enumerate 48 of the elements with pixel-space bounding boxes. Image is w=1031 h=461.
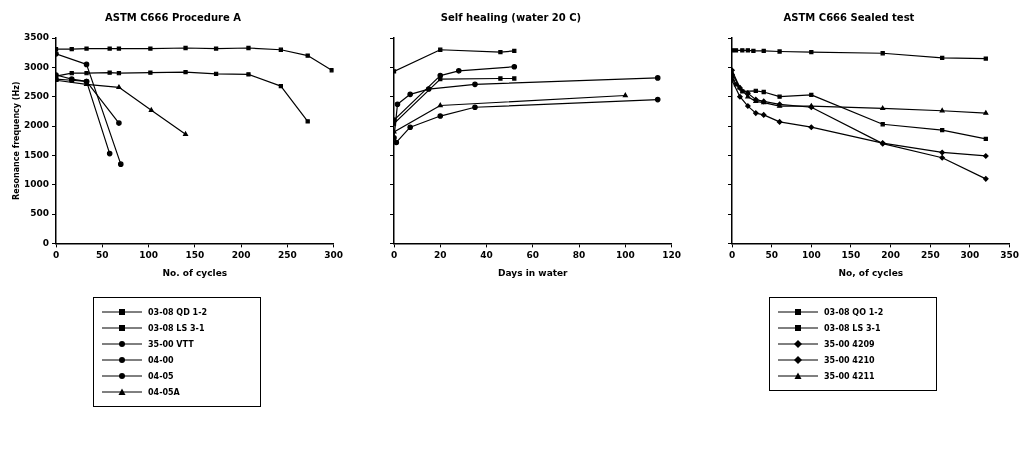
x-tick-label: 100	[801, 250, 821, 261]
x-tick-label: 60	[526, 250, 540, 261]
legend-label: 03-08 QD 1-2	[148, 307, 208, 317]
y-tick-label: 3000	[23, 61, 49, 72]
x-tick-label: 100	[615, 250, 635, 261]
x-tick-label: 250	[277, 250, 297, 261]
legend-label: 04-00	[148, 355, 174, 365]
x-tick-label: 350	[1000, 250, 1020, 261]
x-tick-label: 50	[96, 250, 109, 261]
legend-label: 35-00 VTT	[148, 339, 194, 349]
x-axis-title: Days in water	[498, 267, 569, 278]
x-tick-label: 100	[139, 250, 158, 261]
x-tick-label: 20	[434, 250, 447, 261]
x-tick-label: 200	[231, 250, 251, 261]
legend-label: 03-08 QO 1-2	[824, 307, 884, 317]
y-tick-label: 500	[30, 208, 49, 219]
legend-label: 35-00 4209	[824, 339, 875, 349]
x-tick-label: 300	[324, 250, 344, 261]
x-axis-title: No, of cycles	[838, 267, 904, 278]
legend-label: 03-08 LS 3-1	[148, 323, 205, 333]
x-tick-label: 0	[52, 250, 60, 261]
y-tick-label: 2500	[23, 91, 49, 102]
x-tick-label: 0	[390, 250, 398, 261]
y-tick-label: 2000	[23, 120, 49, 131]
x-axis-title: No. of cycles	[162, 267, 228, 278]
y-tick-label: 1500	[23, 149, 49, 160]
x-tick-label: 150	[841, 250, 861, 261]
chart-title: ASTM C666 Sealed test	[783, 11, 915, 23]
legend-label: 35-00 4211	[824, 371, 875, 381]
legend-label: 35-00 4210	[824, 355, 875, 365]
x-tick-label: 120	[662, 250, 682, 261]
y-tick-label: 1000	[23, 179, 49, 190]
y-axis-title: Resonance frequency (Hz)	[11, 81, 21, 200]
legend-label: 03-08 LS 3-1	[824, 323, 881, 333]
x-tick-label: 300	[960, 250, 980, 261]
x-tick-label: 0	[728, 250, 736, 261]
legend-label: 04-05A	[148, 387, 180, 397]
y-tick-label: 3500	[23, 32, 49, 43]
x-tick-label: 200	[881, 250, 901, 261]
x-tick-label: 40	[480, 250, 493, 261]
chart-title: ASTM C666 Procedure A	[105, 11, 242, 23]
y-tick-label: 0	[42, 237, 49, 248]
x-tick-label: 250	[920, 250, 940, 261]
chart-title: Self healing (water 20 C)	[440, 11, 582, 23]
x-tick-label: 150	[185, 250, 205, 261]
x-tick-label: 50	[765, 250, 778, 261]
x-tick-label: 80	[572, 250, 586, 261]
legend-label: 04-05	[148, 371, 174, 381]
